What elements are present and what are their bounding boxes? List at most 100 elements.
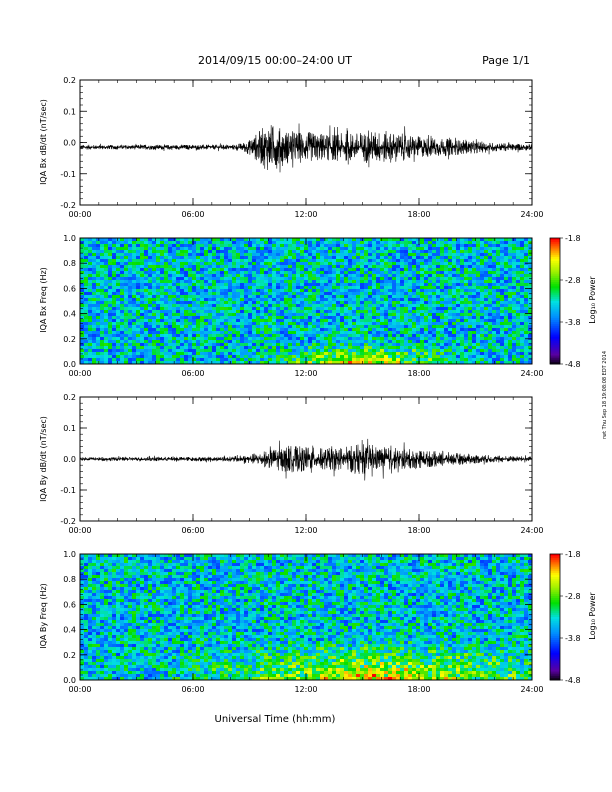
heatmap-cell: [400, 355, 405, 359]
heatmap-cell: [80, 328, 85, 332]
heatmap-cell: [332, 253, 337, 257]
heatmap-cell: [480, 271, 485, 275]
heatmap-cell: [284, 247, 289, 251]
heatmap-cell: [300, 331, 305, 335]
heatmap-cell: [168, 268, 173, 272]
heatmap-cell: [276, 358, 281, 362]
heatmap-cell: [156, 301, 161, 305]
heatmap-cell: [524, 301, 529, 305]
heatmap-cell: [200, 250, 205, 254]
heatmap-cell: [92, 250, 97, 254]
heatmap-cell: [428, 349, 433, 353]
heatmap-cell: [476, 325, 481, 329]
heatmap-cell: [400, 250, 405, 254]
heatmap-cell: [100, 253, 105, 257]
heatmap-cell: [284, 343, 289, 347]
heatmap-cell: [188, 253, 193, 257]
heatmap-cell: [264, 316, 269, 320]
heatmap-cell: [352, 343, 357, 347]
heatmap-cell: [456, 337, 461, 341]
heatmap-cell: [296, 334, 301, 338]
heatmap-cell: [428, 286, 433, 290]
heatmap-cell: [368, 343, 373, 347]
heatmap-cell: [524, 316, 529, 320]
heatmap-cell: [408, 253, 413, 257]
heatmap-cell: [264, 283, 269, 287]
heatmap-cell: [88, 247, 93, 251]
heatmap-cell: [152, 346, 157, 350]
heatmap-cell: [500, 337, 505, 341]
heatmap-cell: [484, 358, 489, 362]
heatmap-cell: [496, 241, 501, 245]
heatmap-cell: [180, 298, 185, 302]
heatmap-cell: [220, 283, 225, 287]
heatmap-cell: [400, 238, 405, 242]
heatmap-cell: [320, 265, 325, 269]
heatmap-cell: [380, 355, 385, 359]
heatmap-cell: [160, 250, 165, 254]
heatmap-cell: [480, 325, 485, 329]
heatmap-cell: [344, 283, 349, 287]
heatmap-cell: [168, 286, 173, 290]
heatmap-cell: [304, 310, 309, 314]
heatmap-cell: [148, 283, 153, 287]
heatmap-cell: [304, 355, 309, 359]
heatmap-cell: [416, 247, 421, 251]
heatmap-cell: [132, 250, 137, 254]
heatmap-cell: [104, 334, 109, 338]
heatmap-cell: [388, 238, 393, 242]
heatmap-cell: [160, 247, 165, 251]
heatmap-cell: [516, 340, 521, 344]
heatmap-cell: [356, 298, 361, 302]
heatmap-cell: [392, 256, 397, 260]
heatmap-cell: [140, 349, 145, 353]
heatmap-cell: [332, 277, 337, 281]
heatmap-cell: [324, 358, 329, 362]
heatmap-cell: [428, 319, 433, 323]
heatmap-cell: [168, 280, 173, 284]
heatmap-cell: [360, 295, 365, 299]
heatmap-cell: [248, 271, 253, 275]
heatmap-cell: [472, 295, 477, 299]
heatmap-cell: [364, 361, 369, 365]
heatmap-cell: [216, 358, 221, 362]
heatmap-cell: [216, 349, 221, 353]
heatmap-cell: [104, 325, 109, 329]
heatmap-cell: [424, 271, 429, 275]
heatmap-cell: [80, 355, 85, 359]
heatmap-cell: [388, 307, 393, 311]
heatmap-cell: [108, 298, 113, 302]
heatmap-cell: [524, 271, 529, 275]
heatmap-cell: [412, 283, 417, 287]
heatmap-cell: [140, 316, 145, 320]
heatmap-cell: [324, 295, 329, 299]
heatmap-cell: [380, 277, 385, 281]
heatmap-cell: [448, 277, 453, 281]
heatmap-cell: [96, 247, 101, 251]
heatmap-cell: [320, 244, 325, 248]
heatmap-cell: [176, 250, 181, 254]
heatmap-cell: [128, 307, 133, 311]
heatmap-cell: [452, 289, 457, 293]
heatmap-cell: [136, 298, 141, 302]
heatmap-cell: [268, 244, 273, 248]
heatmap-cell: [220, 262, 225, 266]
heatmap-cell: [144, 277, 149, 281]
heatmap-cell: [292, 307, 297, 311]
heatmap-cell: [472, 304, 477, 308]
heatmap-cell: [504, 295, 509, 299]
heatmap-cell: [212, 256, 217, 260]
heatmap-cell: [156, 337, 161, 341]
heatmap-cell: [524, 238, 529, 242]
heatmap-cell: [404, 247, 409, 251]
heatmap-cell: [444, 247, 449, 251]
heatmap-cell: [432, 310, 437, 314]
heatmap-cell: [432, 262, 437, 266]
heatmap-cell: [248, 331, 253, 335]
heatmap-cell: [92, 310, 97, 314]
heatmap-cell: [276, 259, 281, 263]
heatmap-cell: [132, 316, 137, 320]
heatmap-cell: [440, 334, 445, 338]
heatmap-cell: [348, 325, 353, 329]
heatmap-cell: [252, 310, 257, 314]
